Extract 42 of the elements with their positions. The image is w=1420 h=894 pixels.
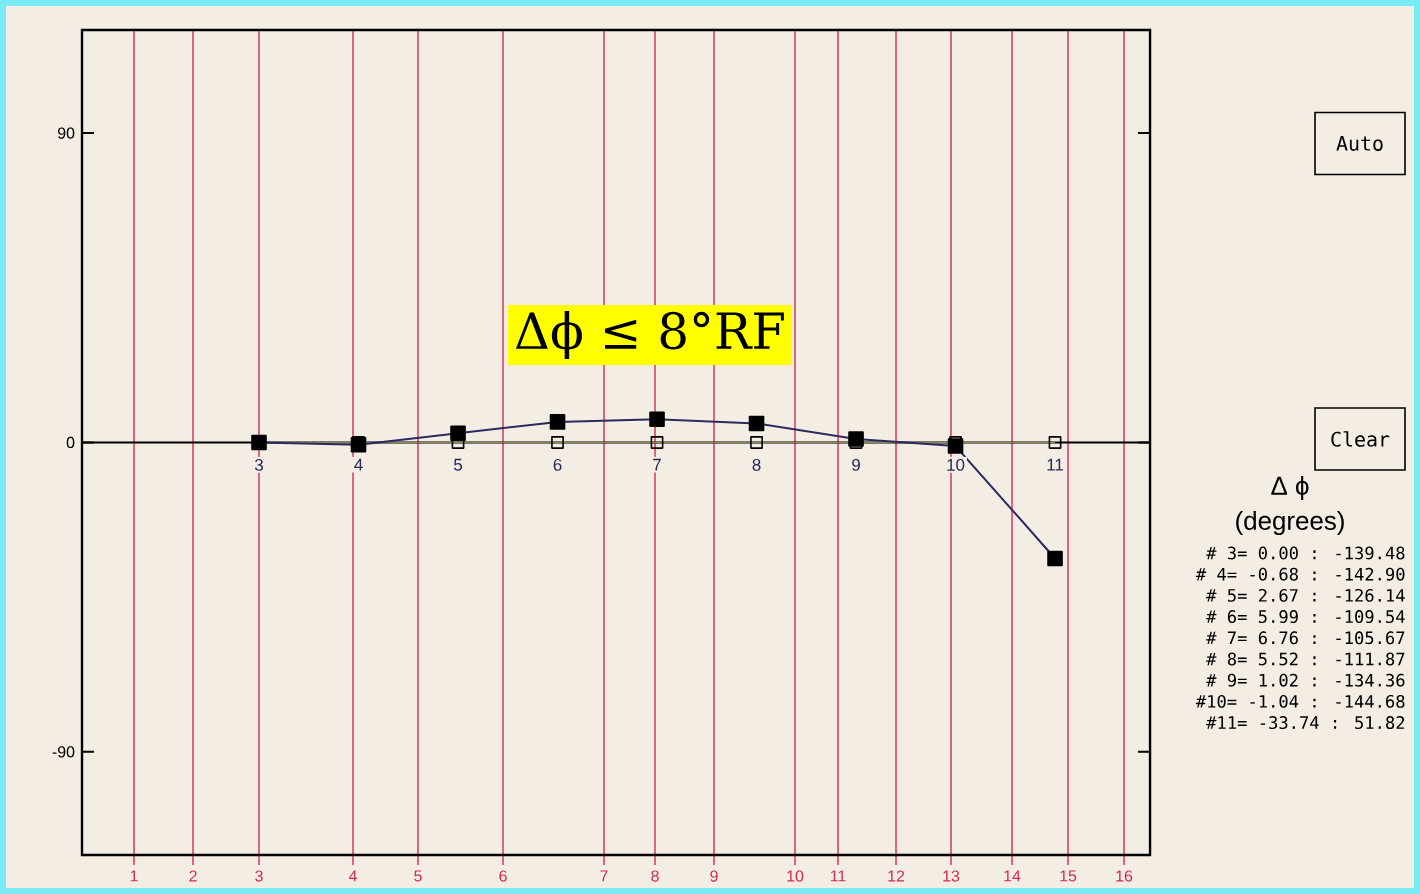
text: 6	[499, 870, 507, 882]
text: # 6= 5.99 : -109.54	[1206, 610, 1405, 624]
x-tick-label: 7	[653, 458, 661, 471]
y-tick-label: -90	[52, 746, 75, 758]
text: 10	[787, 870, 804, 882]
x-tick-label: 6	[553, 458, 562, 471]
text: 9	[710, 870, 718, 882]
text: 1	[130, 870, 138, 882]
text: # 8= 5.52 : -111.87	[1206, 652, 1405, 666]
text: 12	[888, 870, 905, 882]
text: 16	[1116, 870, 1133, 882]
text: #11= -33.74 : 51.82	[1206, 716, 1405, 730]
x-tick-label: 9	[852, 458, 860, 471]
text: (degrees)	[1236, 510, 1344, 536]
text: 8	[651, 870, 659, 882]
text: # 7= 6.76 : -105.67	[1206, 631, 1405, 645]
text: 5	[414, 870, 422, 882]
text: # 9= 1.02 : -134.36	[1206, 673, 1405, 687]
text: Auto	[1336, 136, 1383, 151]
y-tick-label: 90	[57, 127, 75, 139]
text: # 4= -0.68 : -142.90	[1195, 567, 1405, 581]
text: 3	[255, 870, 263, 882]
text: 14	[1004, 870, 1021, 882]
y-tick-label: 0	[66, 436, 75, 449]
annotation: Δϕ ≤ 8°RF	[515, 310, 784, 360]
text: 2	[189, 870, 197, 882]
x-tick-label: 5	[454, 458, 463, 471]
text: # 3= 0.00 : -139.48	[1206, 546, 1405, 560]
text: Δ ϕ	[1271, 475, 1309, 501]
text: #10= -1.04 : -144.68	[1195, 694, 1405, 708]
x-tick-label: 3	[254, 458, 263, 471]
x-tick-label: 4	[354, 458, 363, 471]
text: 15	[1060, 870, 1077, 882]
text: 7	[600, 870, 608, 882]
text: 13	[943, 870, 960, 882]
x-tick-label: 10	[947, 458, 965, 471]
x-tick-label: 11	[1047, 458, 1064, 471]
text: Clear	[1331, 431, 1390, 447]
x-tick-label: 8	[752, 458, 761, 471]
text: 4	[348, 870, 357, 882]
text: # 5= 2.67 : -126.14	[1206, 588, 1405, 602]
text: 11	[830, 870, 846, 882]
